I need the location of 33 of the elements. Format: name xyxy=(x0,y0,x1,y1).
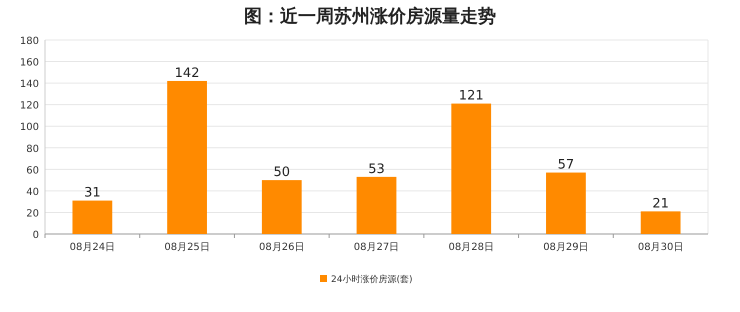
x-tick-label: 08月29日 xyxy=(543,242,589,253)
x-tick-label: 08月24日 xyxy=(70,242,116,253)
y-tick-label: 180 xyxy=(20,36,39,47)
bar xyxy=(356,176,396,234)
y-tick-label: 80 xyxy=(26,144,39,155)
x-tick-label: 08月26日 xyxy=(259,242,305,253)
x-tick-label: 08月28日 xyxy=(448,242,494,253)
bar xyxy=(451,104,492,234)
x-tick-label: 08月25日 xyxy=(164,242,210,253)
y-tick-label: 120 xyxy=(20,100,39,112)
bar xyxy=(640,211,681,234)
bar xyxy=(167,80,207,234)
y-tick-label: 20 xyxy=(26,208,39,220)
data-label: 31 xyxy=(84,186,101,201)
bar xyxy=(72,200,112,234)
y-tick-label: 60 xyxy=(26,165,39,176)
legend-label: 24小时涨价房源(套) xyxy=(331,274,412,285)
data-label: 57 xyxy=(558,158,574,173)
chart-title: 图：近一周苏州涨价房源量走势 xyxy=(244,6,496,27)
y-tick-label: 100 xyxy=(20,122,39,134)
bar xyxy=(262,180,302,234)
y-tick-label: 40 xyxy=(26,186,39,198)
data-label: 142 xyxy=(174,66,200,81)
data-label: 53 xyxy=(368,162,385,177)
bar xyxy=(546,172,586,234)
data-label: 50 xyxy=(274,165,290,180)
x-tick-label: 08月27日 xyxy=(354,242,400,253)
y-tick-label: 0 xyxy=(32,230,39,241)
data-label: 121 xyxy=(458,88,484,104)
x-tick-label: 08月30日 xyxy=(638,242,684,253)
y-tick-label: 160 xyxy=(20,58,39,69)
data-label: 21 xyxy=(652,196,669,212)
y-tick-label: 140 xyxy=(20,79,39,90)
